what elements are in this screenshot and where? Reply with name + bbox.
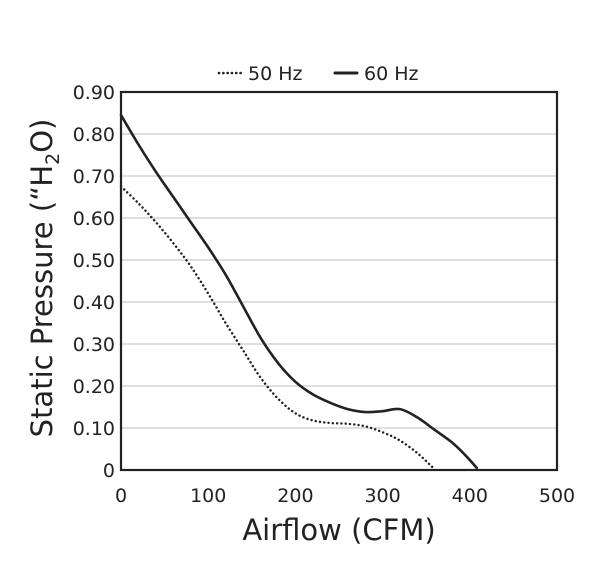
x-tick-labels: 0 100 200 300 400 500 bbox=[115, 485, 575, 507]
y-axis-label: Static Pressure (“H2O) bbox=[25, 119, 64, 438]
series-line-60hz bbox=[119, 113, 479, 470]
y-axis-label-subscript: 2 bbox=[42, 153, 64, 165]
x-tick-label: 400 bbox=[452, 485, 488, 507]
y-tick-labels: 0 0.10 0.20 0.30 0.40 0.50 0.60 0.70 0.80 0.90 bbox=[73, 82, 115, 482]
series-line-50hz bbox=[119, 185, 435, 470]
plot-frame bbox=[119, 90, 559, 472]
y-tick-label: 0.80 bbox=[73, 124, 115, 146]
y-tick-label: 0.90 bbox=[73, 82, 115, 104]
legend: 50 Hz 60 Hz bbox=[217, 63, 419, 85]
x-tick-label: 100 bbox=[190, 485, 226, 507]
y-tick-label: 0.30 bbox=[73, 334, 115, 356]
y-tick-label: 0.40 bbox=[73, 292, 115, 314]
y-tick-label: 0.50 bbox=[73, 250, 115, 272]
x-tick-label: 300 bbox=[364, 485, 400, 507]
x-tick-label: 0 bbox=[115, 485, 127, 507]
y-tick-label: 0.60 bbox=[73, 208, 115, 230]
grid-lines bbox=[121, 133, 557, 429]
y-axis-label-main: Static Pressure (“H bbox=[25, 165, 59, 437]
legend-label-60hz: 60 Hz bbox=[364, 63, 419, 85]
series-layer bbox=[119, 113, 479, 470]
y-tick-label: 0.70 bbox=[73, 166, 115, 188]
y-tick-label: 0.20 bbox=[73, 376, 115, 398]
y-axis-label-end: O) bbox=[25, 119, 59, 153]
x-tick-label: 200 bbox=[277, 485, 313, 507]
x-axis-label: Airflow (CFM) bbox=[242, 513, 435, 547]
x-tick-label: 500 bbox=[539, 485, 575, 507]
y-tick-label: 0.10 bbox=[73, 418, 115, 440]
y-tick-label: 0 bbox=[103, 460, 115, 482]
legend-label-50hz: 50 Hz bbox=[248, 63, 303, 85]
